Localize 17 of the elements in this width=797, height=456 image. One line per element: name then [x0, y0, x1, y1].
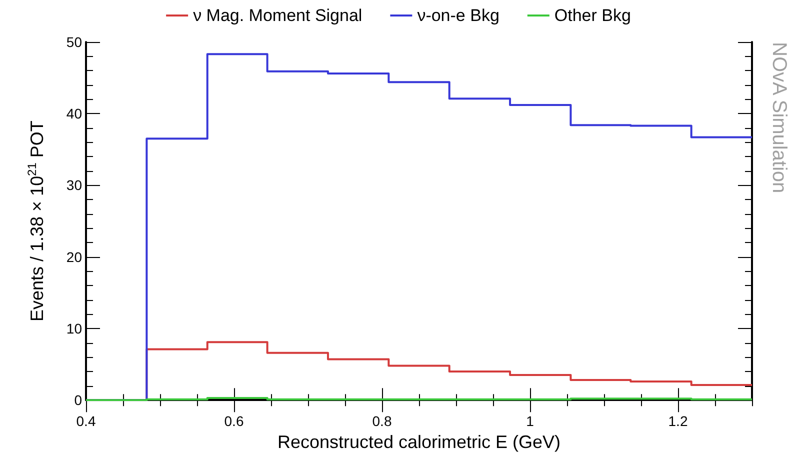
y-tick-label: 10	[66, 320, 82, 336]
y-tick-label: 0	[74, 392, 82, 408]
legend-label: ν Mag. Moment Signal	[193, 6, 362, 25]
y-axis-title: Events / 1.38 × 1021 POT	[25, 120, 47, 322]
y-tick-label: 50	[66, 34, 82, 50]
legend-label: Other Bkg	[554, 6, 631, 25]
legend-label: ν-on-e Bkg	[417, 6, 500, 25]
x-tick-label: 0.8	[372, 413, 392, 430]
y-tick-label: 30	[66, 177, 82, 194]
text: NOvA Simulation	[768, 42, 790, 194]
y-tick-label: 20	[66, 248, 82, 265]
y-tick-label: 40	[66, 106, 82, 122]
x-tick-label: 0.4	[76, 413, 96, 430]
x-axis-title: Reconstructed calorimetric E (GeV)	[277, 432, 561, 452]
x-tick-label: 1.2	[668, 413, 688, 430]
x-tick-label: 1	[526, 413, 534, 430]
x-tick-label: 0.6	[224, 413, 244, 430]
